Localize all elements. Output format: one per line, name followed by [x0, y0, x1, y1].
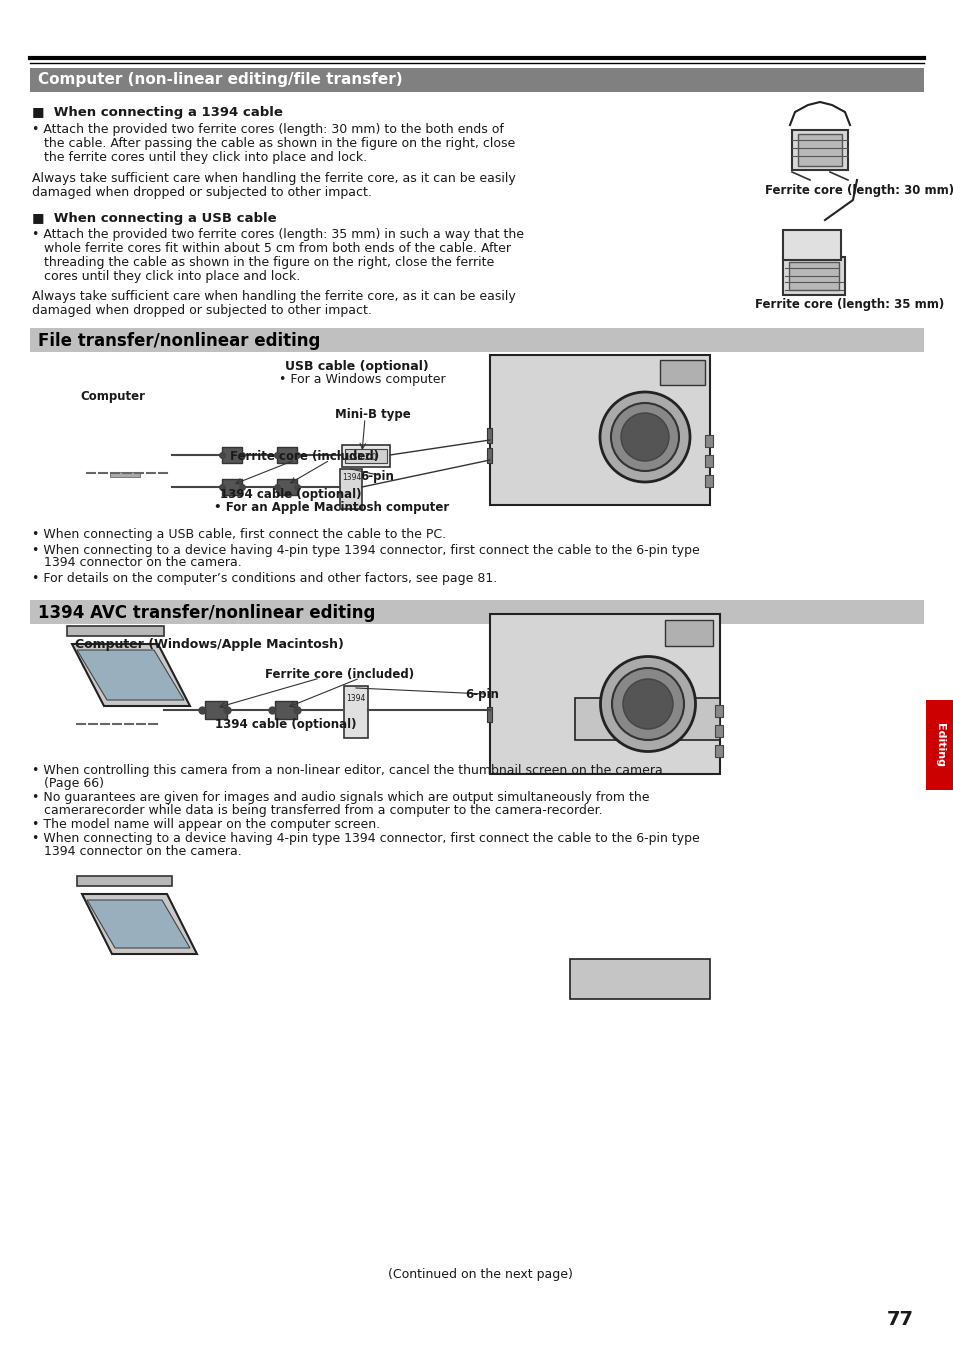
- Bar: [490, 355, 709, 505]
- Text: Ferrite core (included): Ferrite core (included): [265, 668, 414, 681]
- Text: Always take sufficient care when handling the ferrite core, as it can be easily: Always take sufficient care when handlin…: [32, 290, 516, 303]
- Text: • When connecting to a device having 4-pin type 1394 connector, first connect th: • When connecting to a device having 4-p…: [32, 544, 699, 556]
- Text: • Attach the provided two ferrite cores (length: 30 mm) to the both ends of: • Attach the provided two ferrite cores …: [32, 123, 503, 135]
- Bar: [276, 479, 296, 496]
- Bar: [704, 435, 712, 447]
- Text: damaged when dropped or subjected to other impact.: damaged when dropped or subjected to oth…: [32, 305, 372, 317]
- Text: Always take sufficient care when handling the ferrite core, as it can be easily: Always take sufficient care when handlin…: [32, 172, 516, 185]
- Bar: [486, 707, 492, 722]
- Text: ■  When connecting a USB cable: ■ When connecting a USB cable: [32, 213, 276, 225]
- Bar: [714, 705, 722, 718]
- Bar: [30, 600, 923, 624]
- Text: • The model name will appear on the computer screen.: • The model name will appear on the comp…: [32, 818, 379, 831]
- Text: Computer: Computer: [80, 390, 145, 403]
- Ellipse shape: [599, 657, 695, 751]
- Bar: [339, 468, 361, 509]
- Text: • When controlling this camera from a non-linear editor, cancel the thumbnail sc: • When controlling this camera from a no…: [32, 764, 666, 777]
- Polygon shape: [67, 626, 164, 636]
- Text: Ferrite core (length: 35 mm): Ferrite core (length: 35 mm): [754, 298, 943, 311]
- Text: 1394: 1394: [341, 473, 361, 482]
- Bar: [222, 479, 242, 496]
- Polygon shape: [569, 959, 709, 999]
- Bar: [486, 428, 492, 443]
- Bar: [791, 130, 847, 171]
- Text: 1394: 1394: [346, 695, 365, 703]
- Text: Ferrite core (length: 30 mm): Ferrite core (length: 30 mm): [764, 184, 953, 196]
- Text: • For details on the computer’s conditions and other factors, see page 81.: • For details on the computer’s conditio…: [32, 571, 497, 585]
- Bar: [659, 360, 704, 385]
- Text: Ferrite core (included): Ferrite core (included): [230, 450, 378, 463]
- Polygon shape: [77, 650, 184, 700]
- Text: • When connecting to a device having 4-pin type 1394 connector, first connect th: • When connecting to a device having 4-p…: [32, 831, 699, 845]
- Text: 6-pin: 6-pin: [359, 470, 394, 483]
- Bar: [704, 475, 712, 487]
- Bar: [788, 263, 838, 290]
- Text: (Continued on the next page): (Continued on the next page): [387, 1267, 572, 1281]
- Ellipse shape: [622, 678, 672, 728]
- Text: 1394 connector on the camera.: 1394 connector on the camera.: [32, 556, 241, 569]
- Text: the ferrite cores until they click into place and lock.: the ferrite cores until they click into …: [32, 152, 367, 164]
- Bar: [490, 613, 720, 774]
- Bar: [486, 448, 492, 463]
- Bar: [714, 745, 722, 757]
- Polygon shape: [71, 645, 190, 705]
- Bar: [205, 701, 227, 719]
- Text: damaged when dropped or subjected to other impact.: damaged when dropped or subjected to oth…: [32, 185, 372, 199]
- Bar: [797, 134, 841, 167]
- Polygon shape: [77, 876, 172, 886]
- Text: • Attach the provided two ferrite cores (length: 35 mm) in such a way that the: • Attach the provided two ferrite cores …: [32, 227, 523, 241]
- Text: threading the cable as shown in the figure on the right, close the ferrite: threading the cable as shown in the figu…: [32, 256, 494, 269]
- Ellipse shape: [599, 393, 689, 482]
- Text: File transfer/nonlinear editing: File transfer/nonlinear editing: [38, 332, 320, 349]
- Ellipse shape: [620, 413, 668, 460]
- Bar: [704, 455, 712, 467]
- Text: 77: 77: [885, 1311, 913, 1330]
- Bar: [664, 620, 712, 646]
- Bar: [341, 445, 390, 467]
- Bar: [110, 473, 140, 477]
- Text: Editing: Editing: [934, 723, 944, 766]
- Bar: [30, 328, 923, 352]
- Text: • For a Windows computer: • For a Windows computer: [278, 372, 445, 386]
- Text: Mini-B type: Mini-B type: [335, 408, 411, 421]
- Text: (Page 66): (Page 66): [32, 777, 104, 789]
- Text: • When connecting a USB cable, first connect the cable to the PC.: • When connecting a USB cable, first con…: [32, 528, 446, 542]
- Bar: [222, 447, 242, 463]
- Text: cores until they click into place and lock.: cores until they click into place and lo…: [32, 269, 300, 283]
- Text: 6-pin: 6-pin: [464, 688, 498, 701]
- Bar: [344, 686, 368, 738]
- Bar: [345, 450, 387, 463]
- Polygon shape: [82, 894, 196, 955]
- Bar: [276, 447, 296, 463]
- Text: USB 2.0: USB 2.0: [347, 454, 376, 462]
- Bar: [714, 724, 722, 737]
- Bar: [274, 701, 296, 719]
- Text: camerarecorder while data is being transferred from a computer to the camera-rec: camerarecorder while data is being trans…: [32, 804, 602, 816]
- Text: • For an Apple Macintosh computer: • For an Apple Macintosh computer: [213, 501, 449, 515]
- Polygon shape: [575, 699, 720, 741]
- Text: 1394 cable (optional): 1394 cable (optional): [220, 487, 361, 501]
- Ellipse shape: [610, 403, 679, 471]
- Text: Computer (Windows/Apple Macintosh): Computer (Windows/Apple Macintosh): [75, 638, 343, 651]
- Text: 1394 connector on the camera.: 1394 connector on the camera.: [32, 845, 241, 858]
- Text: 1394 cable (optional): 1394 cable (optional): [214, 718, 356, 731]
- Polygon shape: [87, 900, 190, 948]
- Text: ■  When connecting a 1394 cable: ■ When connecting a 1394 cable: [32, 106, 283, 119]
- Bar: [782, 257, 844, 295]
- Text: Computer (non-linear editing/file transfer): Computer (non-linear editing/file transf…: [38, 72, 402, 87]
- Bar: [925, 700, 953, 789]
- Bar: [30, 68, 923, 92]
- Text: • No guarantees are given for images and audio signals which are output simultan: • No guarantees are given for images and…: [32, 791, 649, 804]
- Ellipse shape: [612, 668, 683, 741]
- Text: USB cable (optional): USB cable (optional): [285, 360, 428, 372]
- Text: whole ferrite cores fit within about 5 cm from both ends of the cable. After: whole ferrite cores fit within about 5 c…: [32, 242, 511, 255]
- Text: the cable. After passing the cable as shown in the figure on the right, close: the cable. After passing the cable as sh…: [32, 137, 515, 150]
- Text: 1394 AVC transfer/nonlinear editing: 1394 AVC transfer/nonlinear editing: [38, 604, 375, 621]
- Bar: [782, 230, 841, 260]
